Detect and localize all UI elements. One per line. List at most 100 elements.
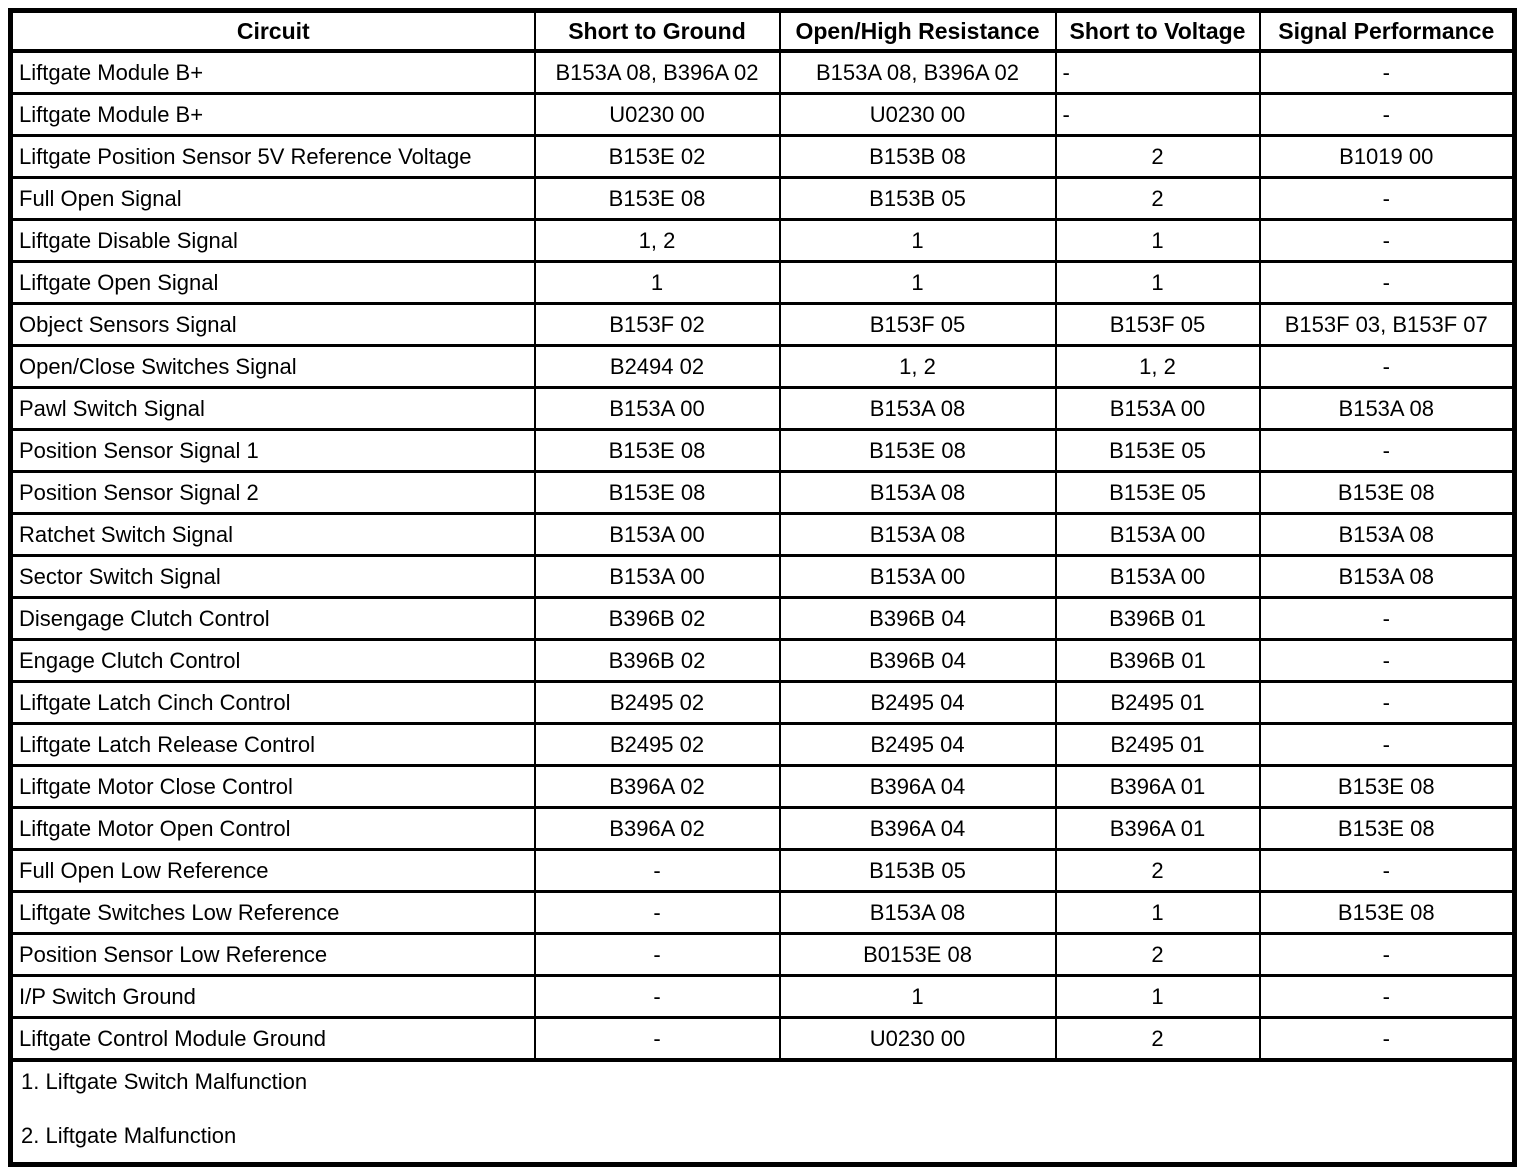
circuit-cell: Liftgate Position Sensor 5V Reference Vo… xyxy=(9,134,536,179)
dtc-cell-short_to_voltage: 1 xyxy=(1054,890,1261,935)
table-row: Position Sensor Low Reference - B0153E 08 2… xyxy=(9,932,1516,977)
dtc-cell-short_to_voltage: B153F 05 xyxy=(1054,302,1261,347)
dtc-cell-short_to_voltage: B2495 01 xyxy=(1054,680,1261,725)
dtc-cell-short_to_ground: B153E 02 xyxy=(533,134,781,179)
dtc-cell-short_to_ground: B396B 02 xyxy=(533,638,781,683)
table-row: Liftgate Module B+ B153A 08, B396A 02 B153… xyxy=(9,49,1516,95)
table-row: Position Sensor Signal 2 B153E 08 B153A 08… xyxy=(9,470,1516,515)
column-header-circuit: Circuit xyxy=(9,9,536,53)
table-row: Ratchet Switch Signal B153A 00 B153A 08 B15… xyxy=(9,512,1516,557)
dtc-cell-short_to_ground: B153A 08, B396A 02 xyxy=(533,49,781,95)
footnote-1: 1. Liftgate Switch Malfunction xyxy=(21,1069,308,1094)
dtc-cell-open_high_resistance: 1 xyxy=(778,218,1057,263)
dtc-cell-signal_performance: B153F 03, B153F 07 xyxy=(1258,302,1516,347)
dtc-cell-short_to_ground: 1 xyxy=(533,260,781,305)
table-row: Object Sensors Signal B153F 02 B153F 05 B15… xyxy=(9,302,1516,347)
table-row: Liftgate Latch Cinch Control B2495 02 B249… xyxy=(9,680,1516,725)
circuit-cell: Full Open Signal xyxy=(9,176,536,221)
dtc-cell-signal_performance: - xyxy=(1258,218,1516,263)
circuit-cell: Position Sensor Signal 2 xyxy=(9,470,536,515)
table-row: Sector Switch Signal B153A 00 B153A 00 B153… xyxy=(9,554,1516,599)
table-row: Full Open Low Reference - B153B 05 2- xyxy=(9,848,1516,893)
circuit-cell: Position Sensor Low Reference xyxy=(9,932,536,977)
dtc-cell-short_to_voltage: B2495 01 xyxy=(1054,722,1261,767)
dtc-cell-short_to_voltage: 2 xyxy=(1054,176,1261,221)
dtc-cell-short_to_voltage: 1 xyxy=(1054,974,1261,1019)
table-body: Liftgate Module B+ B153A 08, B396A 02 B153… xyxy=(9,49,1516,1062)
dtc-cell-open_high_resistance: B153A 08 xyxy=(778,470,1057,515)
dtc-cell-short_to_voltage: B153A 00 xyxy=(1054,554,1261,599)
circuit-cell: Position Sensor Signal 1 xyxy=(9,428,536,473)
dtc-cell-open_high_resistance: B153A 08 xyxy=(778,512,1057,557)
table-row: Full Open Signal B153E 08 B153B 05 2- xyxy=(9,176,1516,221)
dtc-cell-short_to_voltage: B396A 01 xyxy=(1054,764,1261,809)
table-row: Liftgate Open Signal 1 1 1- xyxy=(9,260,1516,305)
table-row: I/P Switch Ground -1 1- xyxy=(9,974,1516,1019)
dtc-cell-signal_performance: - xyxy=(1258,344,1516,389)
dtc-cell-open_high_resistance: B0153E 08 xyxy=(778,932,1057,977)
dtc-cell-signal_performance: - xyxy=(1258,974,1516,1019)
dtc-cell-open_high_resistance: B153A 08, B396A 02 xyxy=(778,49,1057,95)
dtc-cell-open_high_resistance: B153E 08 xyxy=(778,428,1057,473)
dtc-cell-signal_performance: B153E 08 xyxy=(1258,470,1516,515)
column-header-open_high_resistance: Open/High Resistance xyxy=(778,9,1057,53)
dtc-cell-short_to_voltage: 1 xyxy=(1054,260,1261,305)
dtc-cell-short_to_voltage: 1 xyxy=(1054,218,1261,263)
dtc-cell-signal_performance: B153E 08 xyxy=(1258,764,1516,809)
table-footer: 1. Liftgate Switch Malfunction 2. Liftga… xyxy=(10,1058,1515,1165)
dtc-cell-short_to_ground: B396A 02 xyxy=(533,764,781,809)
table-row: Pawl Switch Signal B153A 00 B153A 08 B153A … xyxy=(9,386,1516,431)
dtc-cell-short_to_ground: B153A 00 xyxy=(533,512,781,557)
dtc-cell-short_to_ground: - xyxy=(533,848,781,893)
dtc-cell-signal_performance: - xyxy=(1258,92,1516,137)
dtc-cell-open_high_resistance: B396B 04 xyxy=(778,596,1057,641)
dtc-cell-short_to_voltage: B153E 05 xyxy=(1054,428,1261,473)
circuit-cell: Liftgate Open Signal xyxy=(9,260,536,305)
dtc-cell-open_high_resistance: 1 xyxy=(778,974,1057,1019)
table-row: Liftgate Position Sensor 5V Reference Vo… xyxy=(9,134,1516,179)
column-header-signal_performance: Signal Performance xyxy=(1258,9,1516,53)
circuit-cell: Engage Clutch Control xyxy=(9,638,536,683)
circuit-cell: Liftgate Latch Release Control xyxy=(9,722,536,767)
footnote-2: 2. Liftgate Malfunction xyxy=(21,1123,237,1148)
dtc-cell-open_high_resistance: B153F 05 xyxy=(778,302,1057,347)
dtc-cell-short_to_ground: - xyxy=(533,974,781,1019)
circuit-cell: Liftgate Motor Close Control xyxy=(9,764,536,809)
dtc-cell-open_high_resistance: B153B 08 xyxy=(778,134,1057,179)
circuit-cell: Sector Switch Signal xyxy=(9,554,536,599)
dtc-cell-short_to_ground: B396B 02 xyxy=(533,596,781,641)
dtc-cell-open_high_resistance: 1, 2 xyxy=(778,344,1057,389)
circuit-cell: Open/Close Switches Signal xyxy=(9,344,536,389)
dtc-cell-signal_performance: - xyxy=(1258,932,1516,977)
circuit-cell: Ratchet Switch Signal xyxy=(9,512,536,557)
dtc-cell-signal_performance: - xyxy=(1258,638,1516,683)
dtc-circuit-table: Circuit Short to Ground Open/High Resistan… xyxy=(8,8,1517,1167)
table-header-row: Circuit Short to Ground Open/High Resistan… xyxy=(9,9,1516,53)
circuit-cell: Object Sensors Signal xyxy=(9,302,536,347)
dtc-cell-short_to_ground: 1, 2 xyxy=(533,218,781,263)
table-row: Engage Clutch Control B396B 02 B396B 04 B39… xyxy=(9,638,1516,683)
dtc-cell-short_to_voltage: B396B 01 xyxy=(1054,596,1261,641)
dtc-cell-short_to_ground: B2495 02 xyxy=(533,680,781,725)
dtc-cell-signal_performance: B153E 08 xyxy=(1258,806,1516,851)
dtc-cell-signal_performance: - xyxy=(1258,49,1516,95)
circuit-cell: Liftgate Switches Low Reference xyxy=(9,890,536,935)
dtc-cell-signal_performance: - xyxy=(1258,596,1516,641)
dtc-cell-signal_performance: - xyxy=(1258,428,1516,473)
circuit-cell: Pawl Switch Signal xyxy=(9,386,536,431)
dtc-cell-signal_performance: - xyxy=(1258,1016,1516,1062)
dtc-cell-signal_performance: B153A 08 xyxy=(1258,512,1516,557)
dtc-cell-open_high_resistance: B396A 04 xyxy=(778,806,1057,851)
dtc-cell-open_high_resistance: B153A 08 xyxy=(778,890,1057,935)
table-row: Liftgate Control Module Ground - U0230 00 2… xyxy=(9,1016,1516,1062)
dtc-cell-open_high_resistance: B153A 00 xyxy=(778,554,1057,599)
dtc-cell-short_to_ground: B153A 00 xyxy=(533,554,781,599)
dtc-cell-short_to_ground: B153E 08 xyxy=(533,428,781,473)
dtc-cell-short_to_voltage: 1, 2 xyxy=(1054,344,1261,389)
dtc-cell-signal_performance: - xyxy=(1258,260,1516,305)
dtc-cell-short_to_voltage: B153E 05 xyxy=(1054,470,1261,515)
dtc-cell-short_to_ground: - xyxy=(533,932,781,977)
circuit-cell: Liftgate Latch Cinch Control xyxy=(9,680,536,725)
dtc-cell-signal_performance: - xyxy=(1258,722,1516,767)
